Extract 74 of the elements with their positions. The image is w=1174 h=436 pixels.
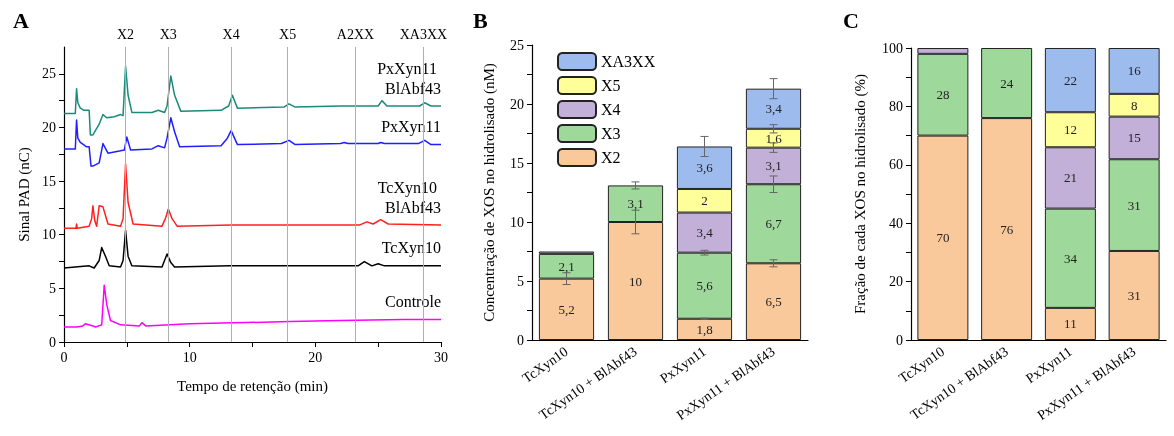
data-label: 11 (1064, 316, 1077, 332)
data-label: 3,6 (696, 160, 714, 176)
data-label: 3,4 (765, 101, 783, 117)
data-label: 31 (1127, 287, 1141, 303)
data-label: 76 (1000, 221, 1014, 237)
y-tick-label: 25 (42, 66, 56, 82)
data-label: 15 (1127, 130, 1141, 146)
ref-line-label: XA3XX (399, 26, 448, 42)
data-label: 28 (936, 87, 950, 103)
ref-line-label: X2 (117, 26, 135, 42)
y-tick-label: 15 (510, 155, 524, 171)
data-label: 5,2 (558, 301, 575, 317)
series-label: PxXyn11 BlAbf43 (377, 59, 441, 97)
legend-label: X2 (601, 149, 621, 166)
x-tick-label: 10 (182, 349, 197, 365)
data-label: 22 (1063, 72, 1077, 88)
y-tick-label: 0 (517, 332, 524, 348)
legend-label: X3 (601, 125, 621, 142)
y-tick-label: 10 (510, 214, 524, 230)
ref-line-label: A2XX (336, 26, 375, 42)
y-tick-label: 100 (882, 40, 903, 56)
chart-title: A (13, 7, 29, 33)
data-label: 3,1 (765, 158, 782, 174)
data-label: 10 (629, 273, 642, 289)
legend-label: X5 (601, 77, 621, 94)
data-label: 31 (1127, 197, 1141, 213)
y-tick-label: 60 (889, 157, 903, 173)
line-series (63, 65, 442, 136)
line-series (63, 117, 442, 167)
legend-label: X4 (601, 101, 621, 118)
ref-line-label: X5 (279, 26, 297, 42)
data-label: 70 (936, 230, 950, 246)
y-tick-label: 15 (42, 173, 56, 189)
y-tick-label: 20 (510, 96, 524, 112)
chart-title: C (843, 7, 859, 33)
data-label: 24 (1000, 75, 1014, 91)
y-tick-label: 5 (49, 280, 56, 296)
data-label: 2,1 (558, 258, 575, 274)
data-label: 6,7 (765, 216, 783, 232)
ref-line-label: X3 (159, 26, 177, 42)
series-label: Controle (385, 292, 441, 310)
data-label: 21 (1063, 170, 1077, 186)
series-label: PxXyn11 (381, 118, 441, 137)
series-label: TcXyn10 (381, 239, 441, 258)
y-tick-label: 20 (42, 119, 56, 135)
y-tick-label: 80 (889, 98, 903, 114)
data-label: 3,4 (696, 225, 714, 241)
data-label: 12 (1063, 122, 1077, 138)
x-tick-label: 30 (434, 349, 448, 365)
data-label: 2 (701, 193, 708, 209)
x-tick-label: 20 (308, 349, 323, 365)
x-axis-title: Tempo de retenção (min) (177, 377, 328, 395)
data-label: 16 (1127, 63, 1142, 79)
y-tick-label: 0 (896, 332, 903, 348)
y-axis-title: Fração de cada XOS no hidrolisado (%) (851, 74, 869, 314)
y-tick-label: 5 (517, 273, 524, 289)
data-label: 8 (1130, 97, 1138, 113)
data-label: 5,6 (696, 278, 714, 294)
data-label: 34 (1063, 250, 1078, 266)
series-label: TcXyn10 BlAbf43 (377, 178, 441, 216)
x-tick-label: 0 (60, 349, 68, 365)
y-tick-label: 10 (42, 227, 56, 243)
data-label: 6,5 (765, 294, 782, 310)
chart-title: B (473, 7, 488, 33)
y-axis-title: Concentração de XOS no hidrolisado (nM) (480, 63, 498, 322)
data-label: 1,8 (696, 321, 713, 337)
y-tick-label: 25 (510, 37, 524, 53)
legend-label: XA3XX (601, 53, 656, 70)
y-tick-label: 40 (889, 215, 903, 231)
y-axis-title: Sinal PAD (nC) (15, 147, 33, 242)
y-tick-label: 20 (889, 274, 903, 290)
data-label: 3,1 (627, 196, 644, 212)
ref-line-label: X4 (222, 26, 240, 42)
line-series (63, 284, 442, 328)
